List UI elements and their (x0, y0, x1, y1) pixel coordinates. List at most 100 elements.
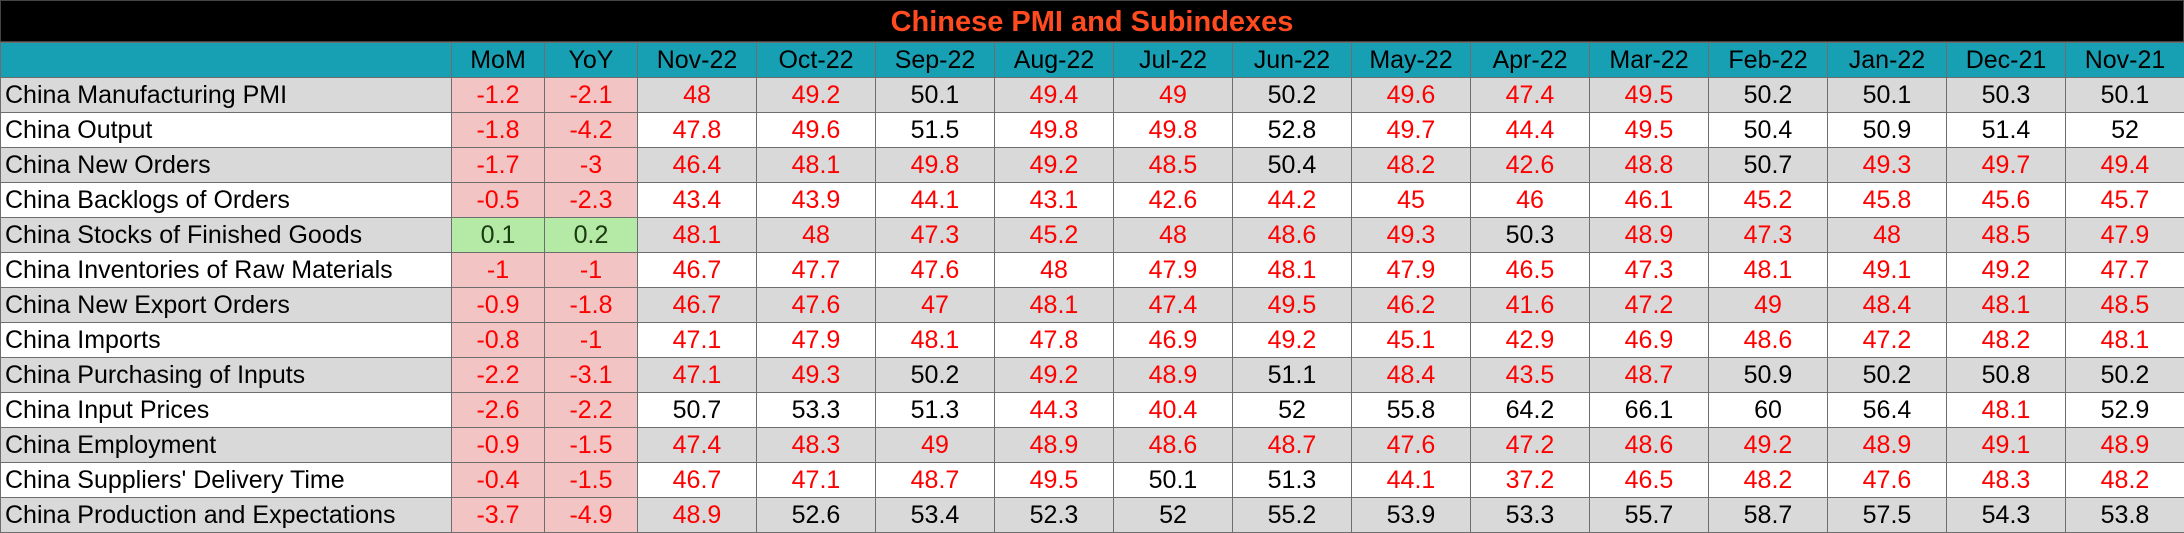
value-cell: 55.2 (1233, 498, 1352, 533)
value-cell: 45.7 (2066, 183, 2184, 218)
value-cell: 47.3 (876, 218, 995, 253)
value-cell: 54.3 (1947, 498, 2066, 533)
header-corner (1, 43, 452, 78)
value-cell: 50.4 (1233, 148, 1352, 183)
column-header: Oct-22 (757, 43, 876, 78)
value-cell: 53.9 (1352, 498, 1471, 533)
value-cell: 47.9 (2066, 218, 2184, 253)
value-cell: 37.2 (1471, 463, 1590, 498)
value-cell: 51.4 (1947, 113, 2066, 148)
value-cell: 51.3 (876, 393, 995, 428)
value-cell: 43.5 (1471, 358, 1590, 393)
value-cell: -0.4 (452, 463, 545, 498)
value-cell: 49.2 (1709, 428, 1828, 463)
column-header: Jun-22 (1233, 43, 1352, 78)
value-cell: 50.1 (1114, 463, 1233, 498)
value-cell: 58.7 (1709, 498, 1828, 533)
value-cell: 48.6 (1233, 218, 1352, 253)
value-cell: 51.3 (1233, 463, 1352, 498)
value-cell: 45.2 (1709, 183, 1828, 218)
value-cell: 50.9 (1709, 358, 1828, 393)
value-cell: 60 (1709, 393, 1828, 428)
value-cell: -1.5 (545, 428, 638, 463)
value-cell: 45.2 (995, 218, 1114, 253)
value-cell: 49.2 (995, 358, 1114, 393)
value-cell: 48.6 (1114, 428, 1233, 463)
value-cell: 48.4 (1352, 358, 1471, 393)
value-cell: 49.7 (1947, 148, 2066, 183)
value-cell: 49.6 (1352, 78, 1471, 113)
value-cell: 47.4 (1114, 288, 1233, 323)
value-cell: -1.8 (452, 113, 545, 148)
value-cell: -2.2 (452, 358, 545, 393)
row-label: China Backlogs of Orders (1, 183, 452, 218)
value-cell: 47.8 (995, 323, 1114, 358)
value-cell: 49.4 (2066, 148, 2184, 183)
value-cell: 53.3 (757, 393, 876, 428)
value-cell: 48.1 (2066, 323, 2184, 358)
value-cell: 53.8 (2066, 498, 2184, 533)
value-cell: 0.2 (545, 218, 638, 253)
table-row: China Production and Expectations-3.7-4.… (1, 498, 2184, 533)
value-cell: 49.3 (1352, 218, 1471, 253)
value-cell: 44.2 (1233, 183, 1352, 218)
value-cell: 50.4 (1709, 113, 1828, 148)
row-label: China Employment (1, 428, 452, 463)
value-cell: -1 (545, 323, 638, 358)
value-cell: 49 (876, 428, 995, 463)
value-cell: 48.3 (757, 428, 876, 463)
value-cell: 48 (757, 218, 876, 253)
value-cell: -2.3 (545, 183, 638, 218)
value-cell: 50.7 (1709, 148, 1828, 183)
column-header: Feb-22 (1709, 43, 1828, 78)
value-cell: 49.5 (1233, 288, 1352, 323)
value-cell: 45.1 (1352, 323, 1471, 358)
value-cell: 47.3 (1709, 218, 1828, 253)
value-cell: 49.5 (1590, 78, 1709, 113)
value-cell: 50.2 (2066, 358, 2184, 393)
value-cell: 52 (1114, 498, 1233, 533)
value-cell: 56.4 (1828, 393, 1947, 428)
value-cell: 47.6 (757, 288, 876, 323)
value-cell: 47.6 (1352, 428, 1471, 463)
value-cell: 57.5 (1828, 498, 1947, 533)
value-cell: 47.2 (1590, 288, 1709, 323)
value-cell: 46.9 (1590, 323, 1709, 358)
value-cell: -1 (545, 253, 638, 288)
value-cell: 44.3 (995, 393, 1114, 428)
value-cell: 41.6 (1471, 288, 1590, 323)
value-cell: 53.3 (1471, 498, 1590, 533)
value-cell: -1.5 (545, 463, 638, 498)
value-cell: 48.6 (1590, 428, 1709, 463)
column-header: Nov-21 (2066, 43, 2184, 78)
column-header: Mar-22 (1590, 43, 1709, 78)
column-header: Apr-22 (1471, 43, 1590, 78)
value-cell: 48.6 (1709, 323, 1828, 358)
value-cell: 47.7 (757, 253, 876, 288)
value-cell: 48.9 (995, 428, 1114, 463)
value-cell: 66.1 (1590, 393, 1709, 428)
value-cell: 48.3 (1947, 463, 2066, 498)
value-cell: 48.9 (1828, 428, 1947, 463)
value-cell: 49.8 (995, 113, 1114, 148)
value-cell: 45 (1352, 183, 1471, 218)
row-label: China Imports (1, 323, 452, 358)
value-cell: 48 (995, 253, 1114, 288)
column-header: Nov-22 (638, 43, 757, 78)
value-cell: 50.1 (1828, 78, 1947, 113)
value-cell: 44.4 (1471, 113, 1590, 148)
value-cell: 48.1 (876, 323, 995, 358)
value-cell: -3.7 (452, 498, 545, 533)
table-title: Chinese PMI and Subindexes (0, 0, 2184, 42)
value-cell: 46.7 (638, 288, 757, 323)
value-cell: -3 (545, 148, 638, 183)
value-cell: -1.2 (452, 78, 545, 113)
value-cell: 48.7 (1590, 358, 1709, 393)
column-header: Sep-22 (876, 43, 995, 78)
